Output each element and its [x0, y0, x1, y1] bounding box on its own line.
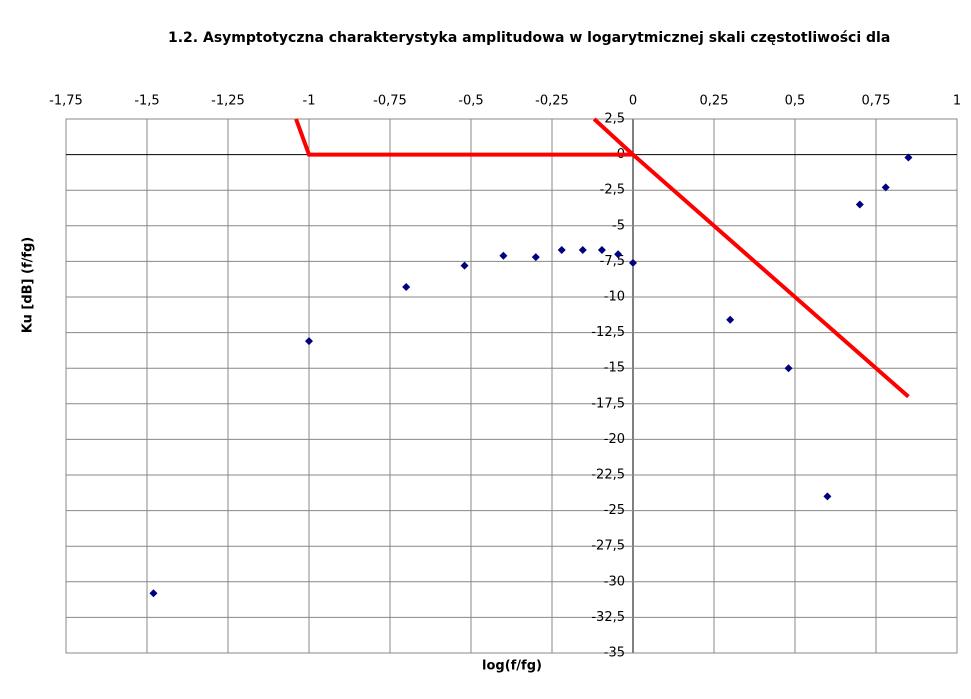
y-tick-label: -30 [604, 574, 625, 589]
y-tick-label: -7,5 [600, 254, 625, 269]
data-point [881, 183, 890, 192]
y-tick-label: -5 [612, 218, 625, 233]
data-point [460, 261, 469, 270]
data-point [499, 251, 508, 260]
y-tick-label: -35 [604, 646, 625, 661]
x-tick-label: -0,25 [535, 94, 569, 109]
data-point [402, 283, 411, 292]
y-tick-label: -20 [604, 432, 625, 447]
chart-title: 1.2. Asymptotyczna charakterystyka ampli… [168, 30, 890, 46]
x-tick-label: -1,25 [211, 94, 245, 109]
asymptote-line [294, 118, 633, 157]
x-tick-label: 1 [953, 94, 961, 109]
y-tick-label: -27,5 [591, 539, 625, 554]
data-point [614, 250, 623, 259]
data-point [823, 492, 832, 501]
x-tick-label: -1,75 [49, 94, 83, 109]
data-point [784, 364, 793, 373]
x-tick-label: -0,75 [373, 94, 407, 109]
y-tick-label: 2,5 [604, 112, 625, 127]
data-point [531, 253, 540, 262]
data-point [904, 153, 913, 162]
x-tick-label: 0 [629, 94, 637, 109]
y-axis-title: Ku [dB] (f/fg) [21, 237, 36, 334]
x-axis-title: log(f/fg) [482, 659, 542, 674]
y-tick-label: -10 [604, 290, 625, 305]
y-tick-label: -12,5 [591, 325, 625, 340]
plot-area [65, 118, 958, 654]
y-tick-label: -25 [604, 503, 625, 518]
data-point [597, 246, 606, 255]
y-tick-label: -15 [604, 361, 625, 376]
y-tick-label: -17,5 [591, 396, 625, 411]
data-point [149, 589, 158, 598]
y-tick-label: -22,5 [591, 468, 625, 483]
data-point [557, 246, 566, 255]
data-point [629, 258, 637, 267]
data-point [855, 200, 864, 209]
x-tick-label: -1,5 [134, 94, 159, 109]
x-tick-label: -1 [303, 94, 316, 109]
y-tick-label: -32,5 [591, 610, 625, 625]
x-tick-label: 0,75 [862, 94, 891, 109]
x-tick-label: 0,25 [700, 94, 729, 109]
data-point [305, 337, 313, 346]
data-point [578, 246, 587, 255]
data-point [726, 315, 735, 324]
y-tick-label: -2,5 [600, 183, 625, 198]
asymptote-line [592, 117, 910, 399]
x-tick-label: 0,5 [785, 94, 806, 109]
x-tick-label: -0,5 [458, 94, 483, 109]
